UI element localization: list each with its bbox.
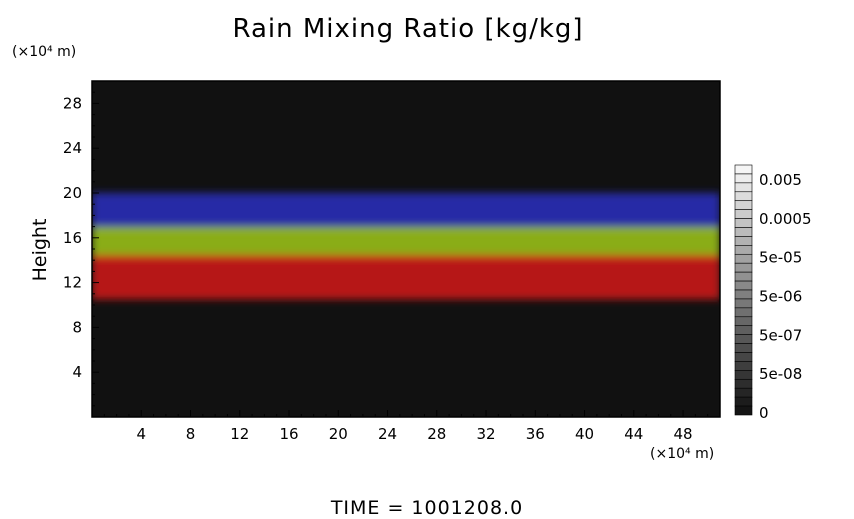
colorbar-segment xyxy=(734,361,753,371)
colorbar-segment xyxy=(734,289,753,300)
x-tick-label: 20 xyxy=(329,425,348,443)
x-tick-label: 16 xyxy=(279,425,298,443)
colorbar-segment xyxy=(734,209,753,219)
y-tick-label: 24 xyxy=(63,139,82,157)
y-tick-label: 8 xyxy=(72,318,82,336)
colorbar-label: 5e-08 xyxy=(759,365,802,383)
colorbar-label: 5e-06 xyxy=(759,288,802,306)
x-axis: 4 8 12 16 20 24 28 32 36 40 44 48 xyxy=(103,410,709,443)
colorbar-label: 0.0005 xyxy=(759,210,812,228)
colorbar-segment xyxy=(734,173,753,184)
y-tick-label: 28 xyxy=(63,94,82,112)
colorbar-segment xyxy=(734,405,753,416)
colorbar-segment xyxy=(734,298,753,309)
x-tick-label: 12 xyxy=(230,425,249,443)
colorbar-segment xyxy=(734,200,753,210)
y-tick-label: 20 xyxy=(63,184,82,202)
colorbar-segment xyxy=(734,387,753,398)
y-tick-label: 16 xyxy=(63,229,82,247)
colorbar-segment xyxy=(734,325,753,335)
colorbar-segment xyxy=(734,271,753,282)
colorbar-label: 5e-05 xyxy=(759,249,802,267)
x-axis-unit: (×10⁴ m) xyxy=(650,446,715,462)
chart-title: Rain Mixing Ratio [kg/kg] xyxy=(232,14,584,44)
y-axis-unit: (×10⁴ m) xyxy=(12,44,77,60)
colorbar-segment xyxy=(734,191,753,202)
x-tick-label: 36 xyxy=(526,425,545,443)
colorbar-segment xyxy=(734,307,753,318)
colorbar-segment xyxy=(734,352,753,362)
colorbar-segment xyxy=(734,396,753,407)
colorbar-segment xyxy=(734,334,753,344)
colorbar-segment xyxy=(734,370,753,380)
x-tick-label: 4 xyxy=(136,425,146,443)
colorbar-segment xyxy=(734,236,753,246)
colorbar: 0.005 0.0005 5e-05 5e-06 5e-07 5e-08 0 xyxy=(734,164,812,422)
colorbar-segment xyxy=(734,182,753,193)
colorbar-segment xyxy=(734,227,753,237)
colorbar-segment xyxy=(734,280,753,291)
colorbar-label: 0.005 xyxy=(759,171,802,189)
colorbar-segment xyxy=(734,164,753,175)
colorbar-segment xyxy=(734,245,753,255)
colorbar-segment xyxy=(734,262,753,273)
x-tick-label: 28 xyxy=(427,425,446,443)
colorbar-label: 5e-07 xyxy=(759,326,802,344)
x-tick-label: 40 xyxy=(575,425,594,443)
x-tick-label: 48 xyxy=(674,425,693,443)
y-axis: 4 8 12 16 20 24 28 xyxy=(63,91,99,407)
x-tick-label: 8 xyxy=(186,425,196,443)
rain-field xyxy=(92,193,720,300)
colorbar-label: 0 xyxy=(759,404,769,422)
colorbar-segment xyxy=(734,378,753,389)
y-tick-label: 12 xyxy=(63,274,82,292)
field-band-1 xyxy=(92,193,720,233)
x-tick-label: 44 xyxy=(624,425,643,443)
colorbar-segment xyxy=(734,343,753,353)
x-tick-label: 32 xyxy=(476,425,495,443)
y-tick-label: 4 xyxy=(72,363,82,381)
field-band-3 xyxy=(92,254,720,300)
colorbar-segment xyxy=(734,218,753,228)
colorbar-segment xyxy=(734,316,753,327)
colorbar-segment xyxy=(734,253,753,264)
x-tick-label: 24 xyxy=(378,425,397,443)
time-footer: TIME = 1001208.0 xyxy=(330,497,524,519)
